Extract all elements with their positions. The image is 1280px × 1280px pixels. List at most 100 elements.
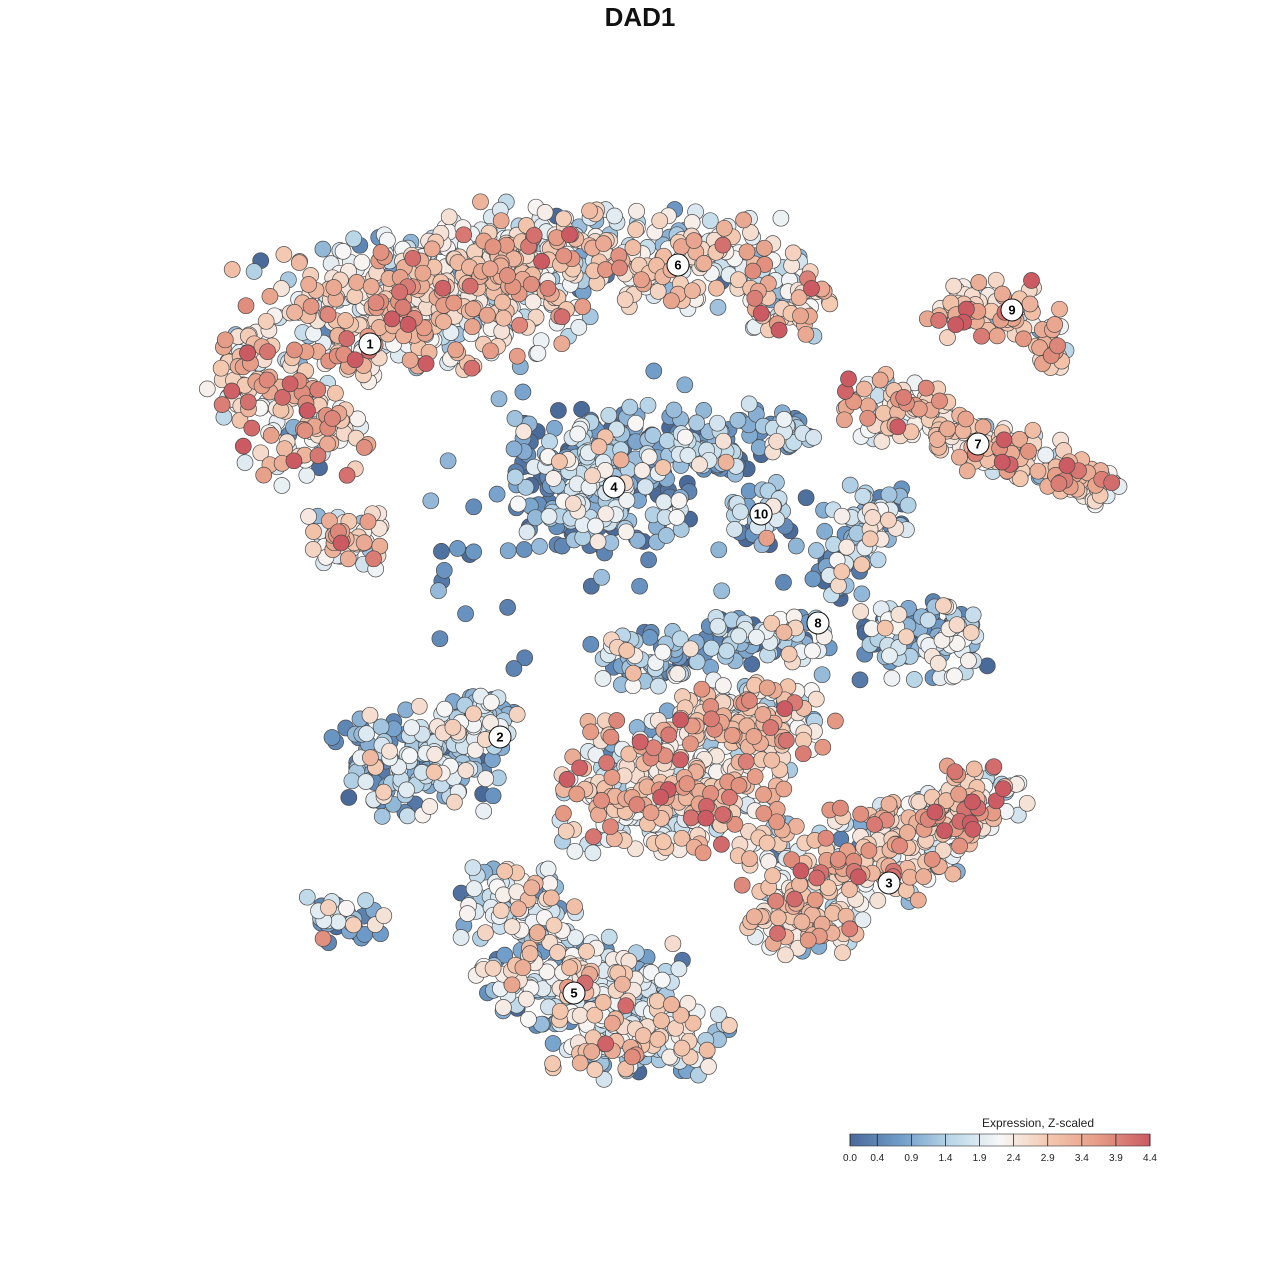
cell-point	[261, 288, 279, 305]
cell-point	[717, 453, 735, 471]
cell-point	[612, 451, 630, 469]
legend-title: Expression, Z-scaled	[982, 1116, 1094, 1130]
cell-point	[1015, 330, 1032, 348]
cell-point	[434, 279, 452, 297]
cell-point	[950, 785, 968, 803]
cell-point	[726, 521, 743, 538]
cell-point	[584, 467, 601, 485]
cell-point	[403, 719, 420, 737]
cell-point	[855, 380, 873, 398]
cell-point	[198, 380, 216, 398]
cell-point	[399, 807, 416, 825]
cell-point	[309, 381, 327, 399]
cell-point	[603, 769, 621, 786]
cell-point	[598, 754, 615, 772]
cell-point	[627, 221, 645, 239]
cell-point	[581, 202, 598, 220]
cell-point	[484, 959, 502, 977]
cell-point	[654, 643, 672, 661]
cell-point	[876, 619, 894, 637]
cell-point	[296, 422, 314, 439]
cell-point	[670, 492, 688, 510]
cell-point	[682, 809, 700, 827]
cell-point	[994, 780, 1012, 798]
cell-point	[602, 818, 619, 836]
cell-point	[286, 341, 303, 359]
cell-point	[628, 796, 646, 813]
cell-point	[590, 438, 608, 455]
cell-point	[436, 700, 453, 718]
cell-point	[239, 393, 257, 411]
cell-point	[583, 1043, 601, 1060]
cell-point	[375, 907, 393, 925]
cell-point	[641, 629, 659, 646]
cell-point	[496, 946, 514, 964]
cell-point	[713, 582, 731, 600]
cell-point	[628, 202, 645, 220]
cell-point	[571, 759, 588, 777]
cell-point	[555, 805, 572, 822]
cell-point	[365, 550, 382, 568]
cell-point	[362, 749, 379, 766]
cell-point	[673, 1039, 691, 1057]
cell-point	[590, 806, 607, 823]
cell-point	[423, 240, 441, 258]
cluster-label-3: 3	[877, 871, 901, 895]
cell-point	[475, 802, 493, 820]
cell-point	[459, 905, 476, 922]
cell-point	[970, 274, 988, 291]
cell-point	[658, 527, 675, 544]
cell-point	[760, 853, 778, 870]
legend-tick-label: 2.4	[1007, 1153, 1021, 1164]
cell-point	[853, 556, 871, 573]
legend-color-bar	[849, 1133, 1151, 1147]
cell-point	[671, 751, 689, 769]
cell-point	[701, 212, 719, 230]
cell-point	[808, 542, 825, 559]
cell-point	[718, 642, 736, 660]
cell-point	[355, 439, 373, 456]
cell-point	[465, 880, 483, 898]
cell-point	[357, 773, 375, 790]
cell-point	[864, 509, 881, 526]
cell-point	[931, 392, 948, 410]
cell-point	[602, 728, 620, 746]
cell-point	[806, 891, 824, 909]
cell-point	[594, 670, 612, 687]
cell-point	[748, 628, 765, 646]
cell-point	[550, 402, 567, 419]
cell-point	[299, 402, 316, 419]
cell-point	[357, 892, 374, 909]
cell-point	[744, 262, 762, 280]
cell-point	[621, 398, 639, 416]
cell-point	[741, 850, 758, 868]
cell-point	[875, 404, 892, 422]
cell-point	[465, 498, 483, 516]
cell-point	[926, 803, 944, 821]
cell-point	[325, 279, 343, 296]
cell-point	[223, 261, 241, 278]
cell-point	[830, 577, 847, 594]
cell-point	[516, 649, 534, 667]
cell-point	[919, 611, 937, 629]
cell-point	[946, 667, 963, 685]
cell-point	[936, 822, 953, 840]
cell-point	[426, 746, 444, 763]
cluster-label-10: 10	[749, 502, 773, 526]
cell-point	[740, 395, 758, 413]
cell-point	[805, 429, 822, 446]
cell-point	[767, 892, 785, 910]
cell-point	[477, 924, 494, 942]
cell-point	[482, 693, 500, 711]
cell-point	[445, 294, 463, 312]
cell-point	[631, 733, 649, 751]
cell-point	[551, 1002, 569, 1020]
cell-point	[715, 432, 732, 450]
cell-point	[833, 507, 851, 525]
cell-point	[597, 1035, 615, 1053]
chart-title: DAD1	[605, 2, 676, 32]
cell-point	[314, 930, 332, 947]
cell-point	[939, 329, 956, 346]
cell-point	[714, 806, 732, 823]
legend-tick-label: 1.4	[939, 1153, 953, 1164]
